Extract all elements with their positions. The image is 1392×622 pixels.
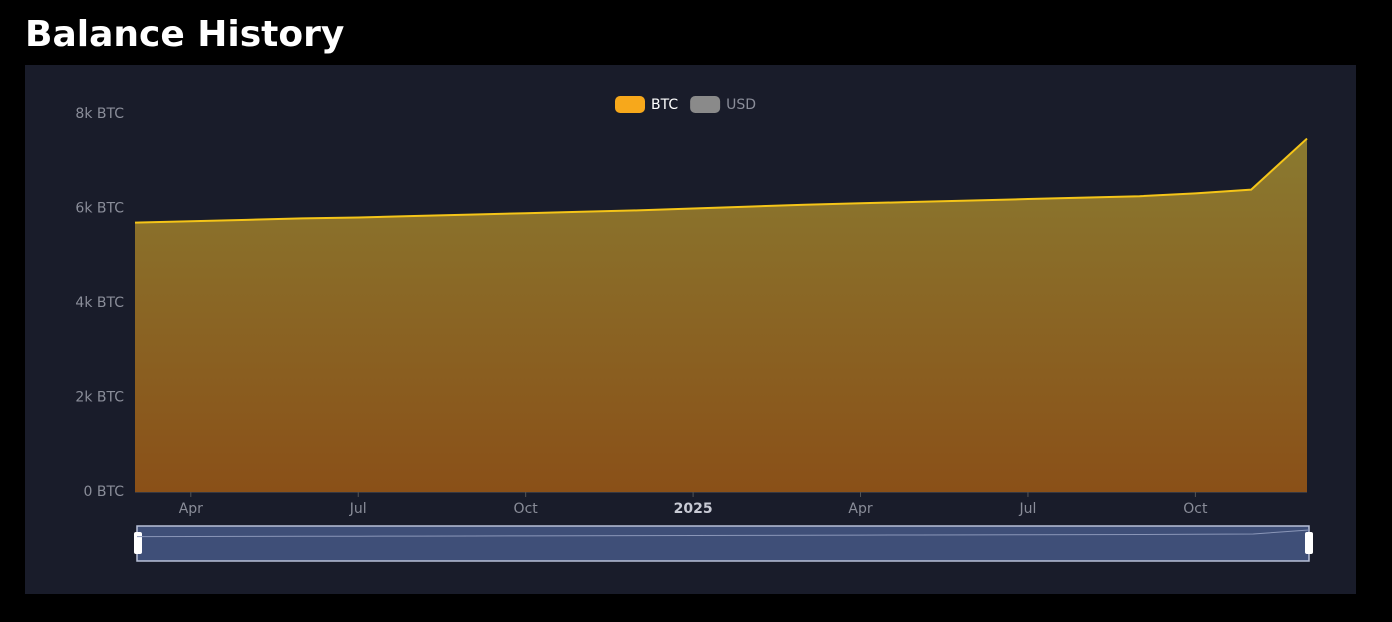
x-tick-label: Apr: [848, 501, 872, 517]
chart-title: Balance History: [25, 14, 344, 55]
y-tick-label: 0 BTC: [84, 484, 125, 500]
x-tick-label: Jul: [1018, 501, 1036, 517]
area: [135, 138, 1307, 492]
navigator[interactable]: [136, 525, 1310, 562]
navigator-line: [136, 529, 1310, 538]
y-tick-label: 8k BTC: [75, 106, 124, 122]
x-tick-label: Apr: [179, 501, 203, 517]
navigator-handle[interactable]: [1305, 532, 1313, 554]
y-tick-label: 6k BTC: [75, 201, 124, 217]
legend-label[interactable]: BTC: [651, 97, 678, 113]
x-tick-label: Jul: [349, 501, 367, 517]
legend-swatch[interactable]: [690, 96, 721, 113]
x-tick-label: 2025: [674, 501, 713, 517]
y-tick-label: 4k BTC: [75, 295, 124, 311]
x-tick-label: Oct: [1183, 501, 1208, 517]
x-tick-label: Oct: [514, 501, 539, 517]
line: [134, 137, 1308, 224]
y-tick-label: 2k BTC: [75, 390, 124, 406]
navigator-handle[interactable]: [134, 532, 142, 554]
legend-label[interactable]: USD: [726, 97, 756, 113]
legend-swatch[interactable]: [615, 96, 645, 113]
